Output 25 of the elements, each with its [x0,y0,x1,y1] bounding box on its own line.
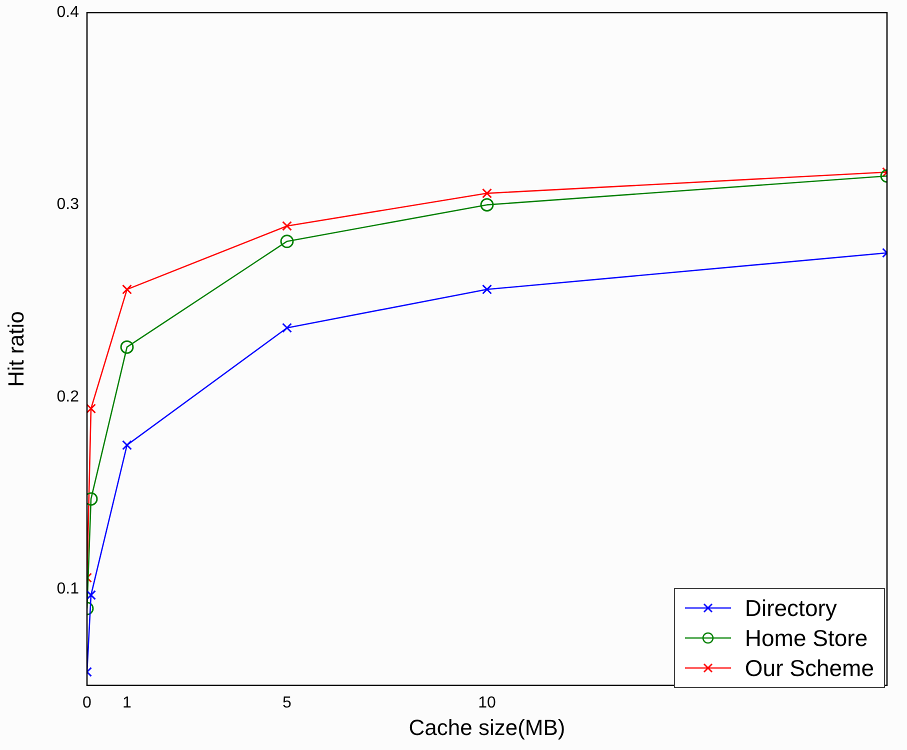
point [122,284,132,294]
point [87,492,98,506]
point [122,440,132,450]
point [480,198,494,212]
x-axis-title: Cache size(MB) [408,714,566,740]
y-tick-label: 0.1 [56,580,80,598]
legend-label: Directory [744,594,837,623]
point [120,340,134,354]
point [282,322,292,333]
point [482,188,492,198]
point [87,590,96,600]
y-axis-title: Hit ratio [3,311,28,387]
point [482,284,492,294]
x-tick-label: 10 [478,694,496,712]
point [280,234,294,248]
y-tick-label: 0.3 [56,196,80,214]
x-tick-label: 0 [82,694,92,712]
x-tick-label: 1 [122,694,132,712]
x-tick-label: 5 [282,694,292,712]
legend-label: Home Store [744,624,868,653]
point [282,220,292,231]
y-tick-label: 0.2 [56,388,80,406]
y-tick-label: 0.4 [56,4,80,22]
legend-label: Our Scheme [744,654,874,683]
point [87,404,96,414]
